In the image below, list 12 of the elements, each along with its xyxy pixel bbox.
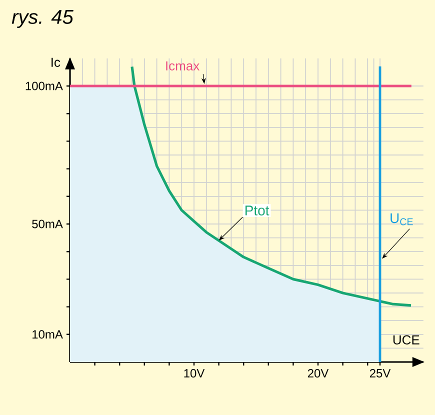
ref-line-label: Icmax [166, 61, 200, 70]
y-tick-label: 100mA [26, 82, 63, 90]
y-tick-label: 10mA [32, 330, 63, 339]
chart-title: rys. 45 [12, 10, 74, 28]
x-tick-label: 20V [308, 369, 329, 378]
y-axis-title: Ic [52, 58, 60, 67]
ref-line-label: U$_{CE}$ [390, 213, 413, 226]
x-tick-label: 25V [370, 369, 391, 378]
x-axis-title: UCE [393, 335, 420, 344]
x-tick-label: 10V [184, 369, 205, 378]
y-tick-label: 50mA [32, 220, 63, 228]
text: Ptot [246, 206, 270, 216]
